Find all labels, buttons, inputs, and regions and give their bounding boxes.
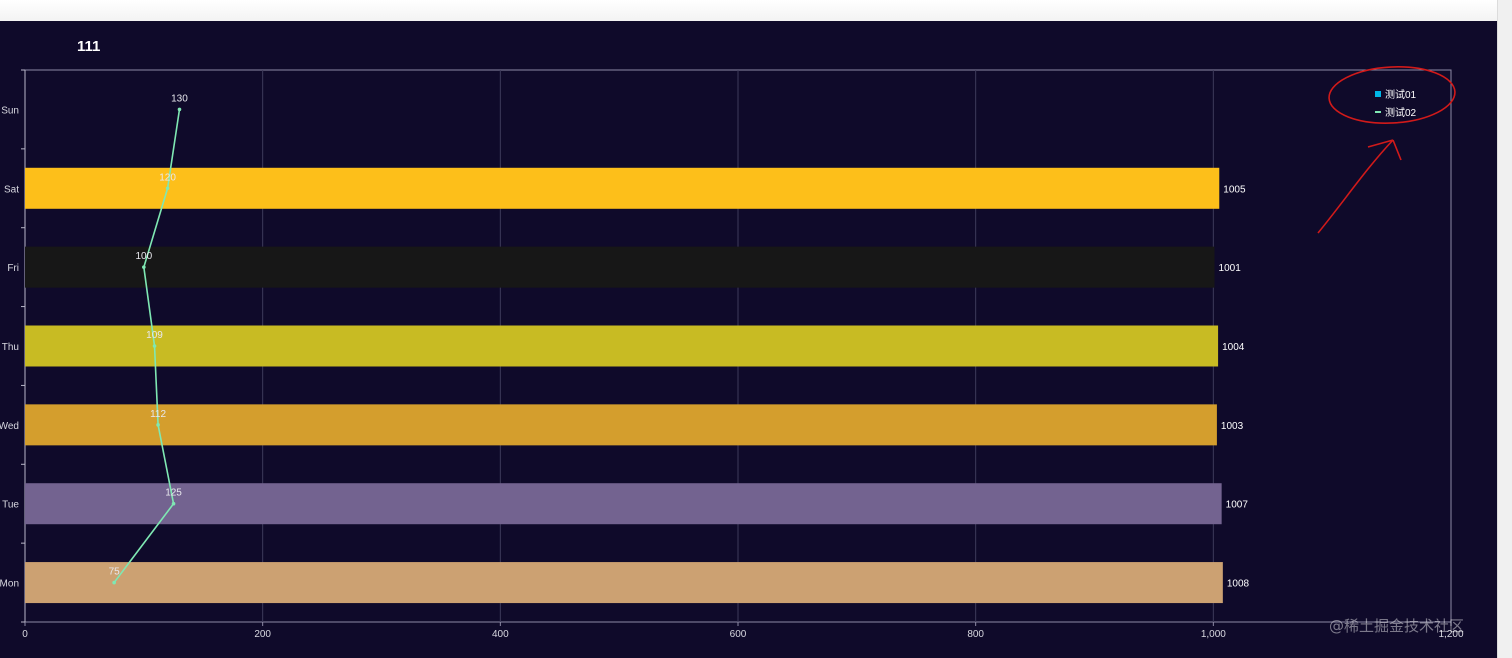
y-tick-label: Sun	[1, 105, 19, 116]
x-tick-label: 600	[730, 629, 747, 640]
line-value-label: 112	[150, 409, 166, 420]
line-value-label: 100	[135, 251, 152, 262]
bar-value-label: 1004	[1222, 342, 1245, 353]
bar	[25, 483, 1222, 525]
bar	[25, 167, 1220, 209]
bar-value-label: 1007	[1226, 500, 1249, 511]
legend-label: 测试02	[1385, 106, 1417, 119]
line-point	[165, 186, 170, 191]
y-tick-label: Sat	[4, 184, 19, 195]
legend-label: 测试01	[1385, 88, 1417, 101]
scrollbar[interactable]	[1497, 0, 1512, 658]
y-tick-label: Tue	[2, 500, 19, 511]
watermark: @稀土掘金技术社区	[1329, 617, 1465, 635]
legend[interactable]: 测试01 测试02	[1375, 88, 1417, 119]
line-point	[177, 107, 182, 112]
bar-series: 1008 1007 1003 1004 1001 1005	[25, 167, 1250, 604]
x-tick-label: 200	[254, 629, 271, 640]
y-tick-label: Wed	[0, 421, 19, 432]
legend-swatch-bar	[1375, 91, 1381, 97]
chart-title: 111	[77, 38, 101, 55]
x-tick-label: 400	[492, 629, 509, 640]
x-tick-label: 1,200	[1438, 629, 1463, 640]
y-tick-label: Mon	[0, 579, 19, 590]
line-series: 75 125 112 109 100 120 130	[109, 93, 188, 585]
annotation-circle	[1328, 66, 1456, 124]
bar-value-label: 1008	[1227, 579, 1250, 590]
line-point	[152, 344, 157, 348]
bar-value-label: 1001	[1219, 263, 1242, 274]
line-point	[142, 265, 146, 269]
annotation	[1317, 66, 1456, 234]
x-tick-label: 0	[22, 629, 28, 640]
bar-value-label: 1005	[1223, 184, 1246, 195]
line-point	[171, 501, 176, 506]
y-tick-label: Thu	[2, 342, 19, 353]
bar	[25, 325, 1219, 367]
bar	[25, 404, 1217, 446]
line-value-label: 109	[146, 330, 163, 341]
bar-value-label: 1003	[1221, 421, 1244, 432]
axes: 0 200 400 600 800 1,000 1,200 Mon Tue Wed Thu Fri Sa…	[0, 69, 1464, 640]
line-value-label: 120	[159, 172, 176, 183]
line-point	[112, 580, 116, 585]
browser-top-bar	[0, 0, 1512, 21]
y-tick-label: Fri	[7, 263, 19, 274]
annotation-arrow	[1317, 139, 1402, 234]
line-value-label: 125	[165, 488, 182, 499]
line-value-label: 75	[109, 567, 121, 578]
line-value-label: 130	[171, 93, 188, 104]
line-point	[156, 423, 160, 427]
x-tick-label: 1,000	[1201, 629, 1226, 640]
bar	[25, 246, 1215, 288]
x-tick-label: 800	[967, 629, 984, 640]
bar	[25, 562, 1223, 604]
